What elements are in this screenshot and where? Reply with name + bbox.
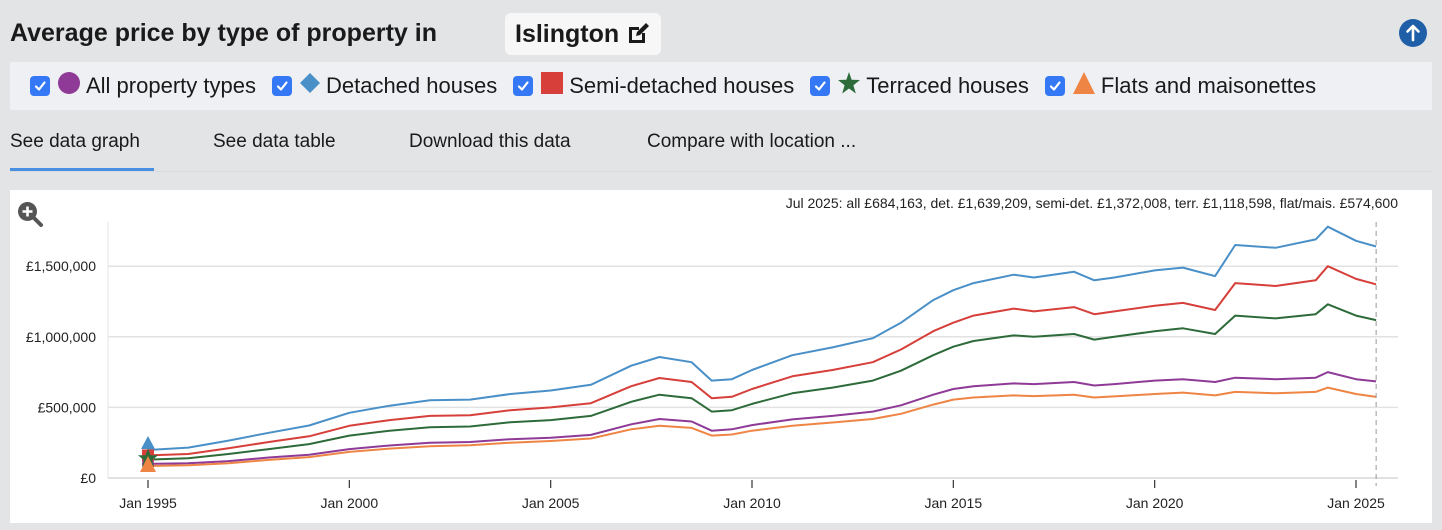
legend-item[interactable]: Flats and maisonettes: [1044, 72, 1317, 100]
chart-panel: £0 £500,000 £1,000,000 £1,500,000 Jan 1995 Ja…: [10, 190, 1432, 523]
detached-start-marker: [141, 436, 155, 450]
tabs-divider: [10, 171, 1432, 172]
legend-label: Semi-detached houses: [569, 73, 795, 98]
series-line-flats-and-maisonettes: [147, 386, 1377, 467]
legend-item[interactable]: Detached houses: [271, 73, 498, 99]
tab-see-data-graph[interactable]: See data graph: [10, 131, 140, 152]
x-tick-label: Jan 2010: [723, 495, 781, 511]
page-title: Average price by type of property in: [10, 19, 437, 47]
y-tick-label: £500,000: [38, 399, 97, 415]
tab-see-data-table[interactable]: See data table: [213, 131, 336, 152]
series-line-semi-detached-houses: [147, 265, 1377, 457]
view-tabs: See data graph See data table Download t…: [0, 110, 1442, 172]
tab-compare-location[interactable]: Compare with location ...: [647, 131, 857, 152]
series-line-all-property-types: [147, 371, 1377, 465]
circle-marker-icon: [58, 72, 80, 100]
tab-download-data[interactable]: Download this data: [409, 131, 571, 152]
legend-label: Detached houses: [325, 73, 498, 98]
legend-label: All property types: [86, 73, 256, 98]
series-line-detached-houses: [147, 225, 1377, 451]
checkbox[interactable]: [30, 76, 50, 96]
active-tab-indicator: [10, 168, 154, 171]
legend-item[interactable]: Semi-detached houses: [513, 72, 794, 100]
x-tick-label: Jan 2020: [1126, 495, 1184, 511]
flats-start-marker: [140, 455, 156, 472]
x-tick-label: Jan 2000: [321, 495, 379, 511]
legend-label: Flats and maisonettes: [1100, 73, 1317, 98]
chart-header: Average price by type of property in Isl…: [0, 0, 1442, 60]
legend-item[interactable]: Terraced houses: [810, 72, 1029, 100]
series-legend: All property types Detached houses Semi-de…: [10, 62, 1432, 110]
checkbox[interactable]: [513, 76, 534, 96]
checkbox[interactable]: [271, 76, 292, 96]
checkbox[interactable]: [1044, 76, 1065, 96]
x-tick-label: Jan 2015: [925, 495, 983, 511]
line-chart[interactable]: £0 £500,000 £1,000,000 £1,500,000 Jan 1995 Ja…: [10, 190, 1432, 523]
hover-readout: Jul 2025: all £684,163, det. £1,639,209,…: [785, 195, 1398, 211]
star-marker-icon: [838, 72, 861, 100]
x-tick-label: Jan 1995: [119, 495, 177, 511]
legend-label: Terraced houses: [866, 73, 1029, 98]
x-tick-label: Jan 2005: [522, 495, 580, 511]
checkbox[interactable]: [810, 76, 831, 96]
square-marker-icon: [541, 72, 564, 100]
series-line-terraced-houses: [147, 303, 1377, 461]
triangle-marker-icon: [1072, 72, 1095, 100]
x-tick-label: Jan 2025: [1327, 495, 1385, 511]
location-selector[interactable]: Islington: [505, 13, 662, 55]
y-tick-label: £1,500,000: [26, 258, 96, 274]
edit-icon[interactable]: [625, 21, 651, 47]
y-tick-label: £0: [80, 470, 96, 486]
diamond-marker-icon: [299, 73, 320, 99]
y-tick-label: £1,000,000: [26, 329, 96, 345]
zoom-in-icon[interactable]: [16, 200, 44, 228]
arrow-up-circle-icon[interactable]: [1399, 19, 1427, 47]
legend-item[interactable]: All property types: [30, 72, 256, 100]
location-name: Islington: [515, 19, 620, 48]
